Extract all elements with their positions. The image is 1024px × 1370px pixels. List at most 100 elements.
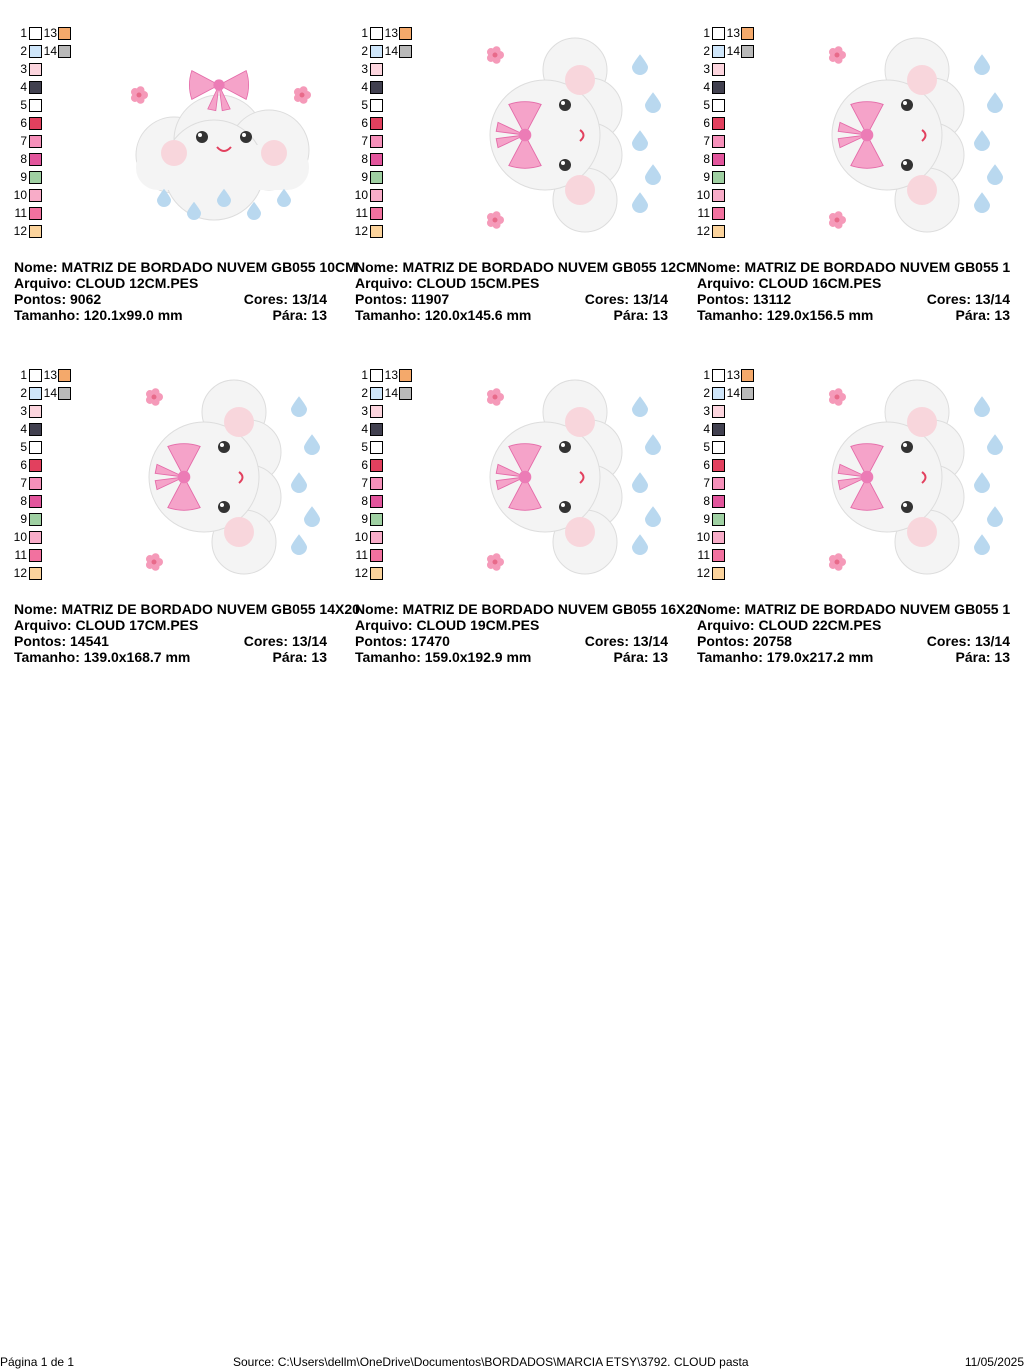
color-swatch — [29, 81, 42, 94]
color-swatch — [370, 63, 383, 76]
design-stops: Pára: 13 — [955, 649, 1010, 665]
color-swatch — [29, 567, 42, 580]
color-number: 1 — [20, 26, 27, 40]
color-swatch — [370, 189, 383, 202]
color-swatch — [712, 477, 725, 490]
color-swatch — [29, 513, 42, 526]
color-number: 1 — [361, 368, 368, 382]
color-number: 7 — [703, 134, 710, 148]
color-number: 2 — [20, 386, 27, 400]
color-swatch — [29, 459, 42, 472]
color-swatch — [29, 153, 42, 166]
color-swatch — [29, 63, 42, 76]
color-number: 5 — [703, 440, 710, 454]
color-number: 7 — [361, 134, 368, 148]
design-stops: Pára: 13 — [613, 649, 668, 665]
design-points: Pontos: 11907 — [355, 291, 450, 307]
color-number: 6 — [361, 116, 368, 130]
color-swatch — [370, 171, 383, 184]
color-number: 6 — [361, 458, 368, 472]
color-swatch — [370, 549, 383, 562]
color-swatch — [712, 549, 725, 562]
color-number: 9 — [20, 512, 27, 526]
color-number: 13 — [43, 368, 57, 382]
color-swatch — [370, 513, 383, 526]
design-size: Tamanho: 120.0x145.6 mm — [355, 307, 532, 323]
color-number: 9 — [361, 170, 368, 184]
color-number: 2 — [703, 44, 710, 58]
color-swatch — [370, 117, 383, 130]
color-swatch — [370, 45, 383, 58]
color-swatch — [29, 45, 42, 58]
design-colors: Cores: 13/14 — [926, 291, 1010, 307]
color-swatch — [58, 27, 71, 40]
design-name: Nome: MATRIZ DE BORDADO NUVEM GB055 16X2… — [355, 601, 701, 617]
color-number: 8 — [20, 152, 27, 166]
color-number: 8 — [703, 494, 710, 508]
color-swatch — [712, 369, 725, 382]
design-size: Tamanho: 139.0x168.7 mm — [14, 649, 191, 665]
color-number: 12 — [13, 566, 27, 580]
design-file: Arquivo: CLOUD 16CM.PES — [697, 275, 882, 291]
design-preview — [486, 37, 661, 233]
color-number: 12 — [13, 224, 27, 238]
color-swatch — [712, 459, 725, 472]
design-colors: Cores: 13/14 — [584, 291, 668, 307]
color-swatch — [370, 567, 383, 580]
color-swatch — [712, 405, 725, 418]
color-number: 3 — [703, 404, 710, 418]
color-number: 8 — [20, 494, 27, 508]
color-swatch — [741, 369, 754, 382]
design-name: Nome: MATRIZ DE BORDADO NUVEM GB055 10CM — [14, 259, 357, 275]
color-number: 3 — [20, 404, 27, 418]
color-number: 3 — [361, 404, 368, 418]
color-swatch — [712, 189, 725, 202]
color-swatch — [712, 45, 725, 58]
color-number: 4 — [361, 80, 368, 94]
design-preview — [145, 379, 320, 575]
color-number: 1 — [703, 26, 710, 40]
color-number: 12 — [354, 566, 368, 580]
color-number: 2 — [361, 386, 368, 400]
color-swatch — [370, 153, 383, 166]
design-preview — [828, 379, 1003, 575]
color-number: 12 — [696, 224, 710, 238]
color-swatch — [29, 225, 42, 238]
color-number: 9 — [703, 170, 710, 184]
color-number: 9 — [703, 512, 710, 526]
color-swatch — [370, 135, 383, 148]
color-number: 6 — [20, 458, 27, 472]
color-number: 1 — [361, 26, 368, 40]
design-points: Pontos: 14541 — [14, 633, 109, 649]
color-swatch — [370, 27, 383, 40]
color-swatch — [399, 387, 412, 400]
design-preview — [130, 70, 311, 221]
color-number: 2 — [361, 44, 368, 58]
footer-page: Página 1 de 1 — [0, 1355, 75, 1369]
footer-date: 11/05/2025 — [964, 1355, 1024, 1369]
color-number: 7 — [361, 476, 368, 490]
color-number: 1 — [703, 368, 710, 382]
design-colors: Cores: 13/14 — [243, 633, 327, 649]
design-points: Pontos: 13112 — [697, 291, 792, 307]
color-number: 12 — [354, 224, 368, 238]
design-stops: Pára: 13 — [955, 307, 1010, 323]
color-number: 2 — [20, 44, 27, 58]
design-file: Arquivo: CLOUD 19CM.PES — [355, 617, 540, 633]
design-size: Tamanho: 159.0x192.9 mm — [355, 649, 532, 665]
color-swatch — [29, 117, 42, 130]
color-swatch — [370, 369, 383, 382]
color-swatch — [29, 531, 42, 544]
color-number: 13 — [726, 26, 740, 40]
design-name: Nome: MATRIZ DE BORDADO NUVEM GB055 1 — [697, 259, 1011, 275]
design-file: Arquivo: CLOUD 17CM.PES — [14, 617, 199, 633]
color-number: 3 — [361, 62, 368, 76]
color-number: 11 — [697, 206, 710, 220]
design-stops: Pára: 13 — [272, 649, 327, 665]
color-swatch — [370, 99, 383, 112]
design-points: Pontos: 9062 — [14, 291, 102, 307]
color-number: 8 — [361, 494, 368, 508]
color-swatch — [29, 423, 42, 436]
color-swatch — [712, 207, 725, 220]
color-swatch — [370, 423, 383, 436]
